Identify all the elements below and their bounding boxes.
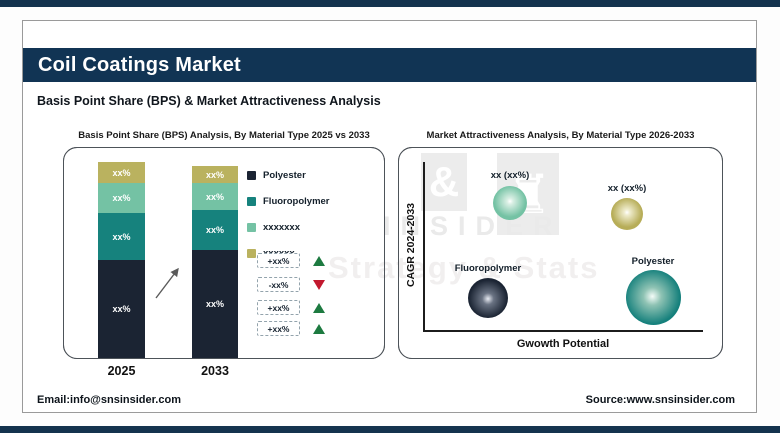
bps-legend: Polyester Fluoropolymer xxxxxxx xxxxxx <box>247 162 330 266</box>
y-axis-label: CAGR 2024-2033 <box>405 202 417 288</box>
footer-email: Email:info@snsinsider.com <box>37 394 181 406</box>
page-subtitle: Basis Point Share (BPS) & Market Attract… <box>37 94 381 108</box>
growth-arrow-icon <box>155 267 179 299</box>
bps-change-value: +xx% <box>257 253 300 268</box>
bubble-fluoropolymer <box>468 278 508 318</box>
legend-item-xxxxxxx: xxxxxxx <box>247 214 330 240</box>
bar-segment-2025-fluoropolymer: xx% <box>98 213 145 260</box>
watermark-tagline-text: Strategy & Stats <box>328 250 600 285</box>
bubble-khaki <box>611 198 643 230</box>
bps-change-row-2: -xx% <box>257 277 325 292</box>
watermark-brand-text: INSIDER <box>383 211 563 241</box>
legend-swatch-fluoropolymer-icon <box>247 196 256 206</box>
bps-chart-title: Basis Point Share (BPS) Analysis, By Mat… <box>78 130 370 141</box>
up-triangle-icon <box>313 323 325 334</box>
legend-item-fluoropolymer: Fluoropolymer <box>247 188 330 214</box>
bar-segment-2025-polyester: xx% <box>98 260 145 358</box>
attractiveness-chart-title: Market Attractiveness Analysis, By Mater… <box>426 130 695 141</box>
top-accent-strip <box>0 0 780 7</box>
bubble-label-fluoropolymer: Fluoropolymer <box>454 263 522 274</box>
category-label-2033: 2033 <box>201 364 229 378</box>
bar-segment-2033-fluoropolymer: xx% <box>192 210 238 250</box>
bubble-label-seafoam: xx (xx%) <box>490 170 530 181</box>
x-axis-line <box>423 330 703 332</box>
bps-change-value: -xx% <box>257 277 300 292</box>
bps-change-row-1: +xx% <box>257 253 325 268</box>
stacked-bar-2033: xx% xx% xx% xx% <box>192 166 238 358</box>
bar-segment-2033-xxxxxx: xx% <box>192 166 238 183</box>
legend-label: xxxxxxx <box>263 221 300 233</box>
bar-segment-2033-xxxxxxx: xx% <box>192 183 238 210</box>
down-triangle-icon <box>313 279 325 290</box>
bps-change-row-3: +xx% <box>257 300 325 315</box>
bar-segment-2025-xxxxxx: xx% <box>98 162 145 183</box>
stacked-bar-2025: xx% xx% xx% xx% <box>98 162 145 358</box>
y-axis-line <box>423 162 425 331</box>
bar-segment-2025-xxxxxxx: xx% <box>98 183 145 213</box>
x-axis-label: Gwowth Potential <box>516 338 610 350</box>
legend-label: Polyester <box>263 169 306 181</box>
watermark-ampersand-icon: & <box>421 153 467 211</box>
legend-swatch-xxxxxxx-icon <box>247 222 256 232</box>
bubble-label-khaki: xx (xx%) <box>607 183 647 194</box>
bar-segment-2033-polyester: xx% <box>192 250 238 358</box>
legend-swatch-xxxxxx-icon <box>247 248 256 258</box>
up-triangle-icon <box>313 255 325 266</box>
bubble-label-polyester: Polyester <box>631 256 675 267</box>
bottom-accent-strip <box>0 426 780 433</box>
bubble-polyester <box>626 270 681 325</box>
bubble-seafoam <box>493 186 527 220</box>
footer-source: Source:www.snsinsider.com <box>585 394 735 406</box>
legend-label: Fluoropolymer <box>263 195 330 207</box>
page-title: Coil Coatings Market <box>23 48 756 82</box>
bps-change-value: +xx% <box>257 321 300 336</box>
legend-item-polyester: Polyester <box>247 162 330 188</box>
legend-swatch-polyester-icon <box>247 170 256 180</box>
category-label-2025: 2025 <box>107 364 136 378</box>
bps-change-row-4: +xx% <box>257 321 325 336</box>
up-triangle-icon <box>313 302 325 313</box>
bps-change-value: +xx% <box>257 300 300 315</box>
